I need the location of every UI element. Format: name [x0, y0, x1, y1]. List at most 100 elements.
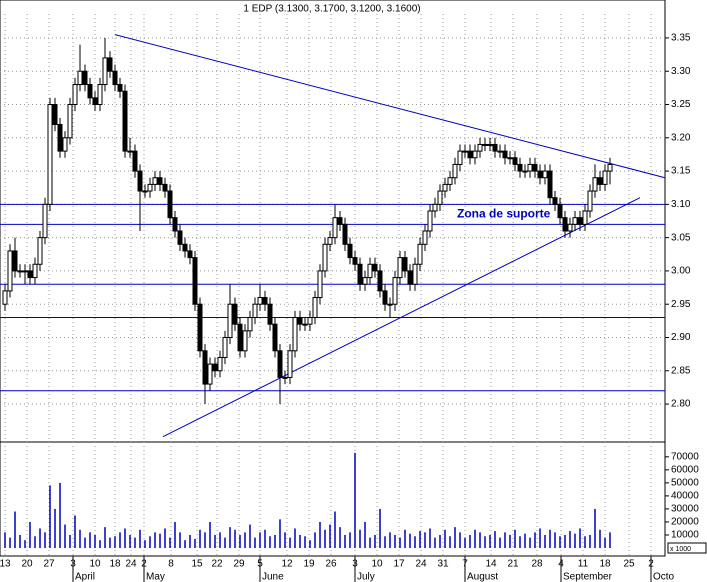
candle-body — [532, 163, 538, 172]
candle-body — [322, 243, 328, 272]
candle-body — [17, 270, 23, 273]
month-label: May — [146, 572, 165, 582]
candle-body — [517, 163, 523, 172]
x-tick-label: 10 — [89, 559, 101, 570]
x-tick-label: 8 — [168, 559, 174, 570]
candle-body — [522, 170, 528, 173]
candle-body — [302, 323, 308, 326]
candle-body — [592, 177, 598, 192]
y-tick-label: 3.30 — [671, 66, 691, 77]
x-tick-label: 11 — [578, 559, 589, 570]
candle-body — [147, 183, 153, 192]
candle-body — [122, 90, 128, 152]
candle-body — [397, 257, 403, 279]
x-tick-label: 13 — [0, 559, 11, 570]
candle-body — [67, 104, 73, 139]
chart-title: 1 EDP (3.1300, 3.1700, 3.1200, 3.1600) — [243, 4, 420, 15]
candle-body — [357, 263, 363, 285]
candle-body — [162, 183, 168, 192]
candle-body — [282, 376, 288, 379]
candle-body — [512, 157, 518, 165]
y-tick-label: 3.05 — [671, 232, 691, 243]
candle-body — [152, 177, 158, 185]
candle-body — [407, 270, 413, 285]
candle-body — [412, 263, 418, 285]
candle-body — [557, 203, 563, 219]
candle-body — [477, 143, 483, 152]
candle-body — [427, 210, 433, 232]
candle-body — [222, 336, 228, 358]
candle-body — [262, 297, 268, 305]
x-tick-label: 15 — [191, 559, 203, 570]
y-tick-label: 3.35 — [671, 33, 691, 44]
x-tick-label: 25 — [623, 559, 635, 570]
candle-body — [317, 270, 323, 299]
candle-body — [417, 243, 423, 265]
candle-body — [267, 303, 273, 325]
candle-body — [457, 150, 463, 165]
candle-body — [82, 70, 88, 86]
candle-body — [542, 170, 548, 179]
y-tick-label: 3.15 — [671, 166, 691, 177]
candle-body — [437, 190, 443, 205]
candle-body — [492, 143, 498, 152]
candle-body — [402, 257, 408, 272]
candle-body — [432, 203, 438, 212]
candle-body — [117, 84, 123, 92]
x-tick-label: 12 — [281, 559, 293, 570]
candle-body — [157, 177, 163, 185]
candle-body — [287, 350, 293, 378]
candle-body — [452, 163, 458, 179]
candle-body — [387, 303, 393, 306]
volume-unit-box — [667, 542, 707, 554]
annotation: Zona de suporte — [457, 207, 551, 221]
candle-body — [172, 217, 178, 232]
month-label: July — [357, 572, 375, 582]
candle-body — [197, 303, 203, 352]
candle-body — [127, 150, 133, 153]
volume-tick-label: 50000 — [671, 478, 699, 489]
month-label: September — [563, 572, 613, 582]
candle-body — [252, 303, 258, 319]
candle-body — [577, 217, 583, 225]
month-label: August — [467, 572, 498, 582]
plot-frame — [0, 0, 666, 557]
candle-body — [192, 257, 198, 305]
candle-body — [392, 277, 398, 305]
candle-body — [502, 150, 508, 159]
x-tick-label: 26 — [325, 559, 337, 570]
x-tick-label: 29 — [233, 559, 245, 570]
x-tick-label: 20 — [21, 559, 33, 570]
x-tick-label: 18 — [599, 559, 611, 570]
candle-body — [382, 290, 388, 305]
candle-body — [472, 150, 478, 159]
candle-body — [362, 277, 368, 285]
month-label: June — [262, 572, 284, 582]
candle-body — [332, 217, 338, 239]
candle-body — [567, 223, 573, 232]
candle-body — [422, 230, 428, 245]
candle-body — [187, 250, 193, 259]
candle-body — [72, 84, 78, 106]
candle-body — [242, 330, 248, 352]
x-tick-label: 19 — [303, 559, 315, 570]
candle-body — [607, 163, 613, 172]
x-tick-label: 17 — [393, 559, 405, 570]
candle-body — [312, 297, 318, 319]
candle-body — [2, 290, 8, 305]
volume-tick-label: 40000 — [671, 491, 699, 502]
candle-body — [57, 123, 63, 152]
candle-body — [62, 137, 68, 152]
candle-body — [37, 237, 43, 265]
candle-body — [142, 190, 148, 193]
volume-tick-label: 30000 — [671, 504, 699, 515]
candle-body — [12, 250, 18, 272]
candle-body — [202, 350, 208, 385]
candle-body — [237, 323, 243, 352]
candle-body — [247, 317, 253, 332]
x-tick-label: 21 — [507, 559, 519, 570]
candle-body — [217, 356, 223, 372]
candle-body — [447, 177, 453, 185]
x-tick-label: 24 — [125, 559, 137, 570]
x-tick-label: 31 — [437, 559, 449, 570]
